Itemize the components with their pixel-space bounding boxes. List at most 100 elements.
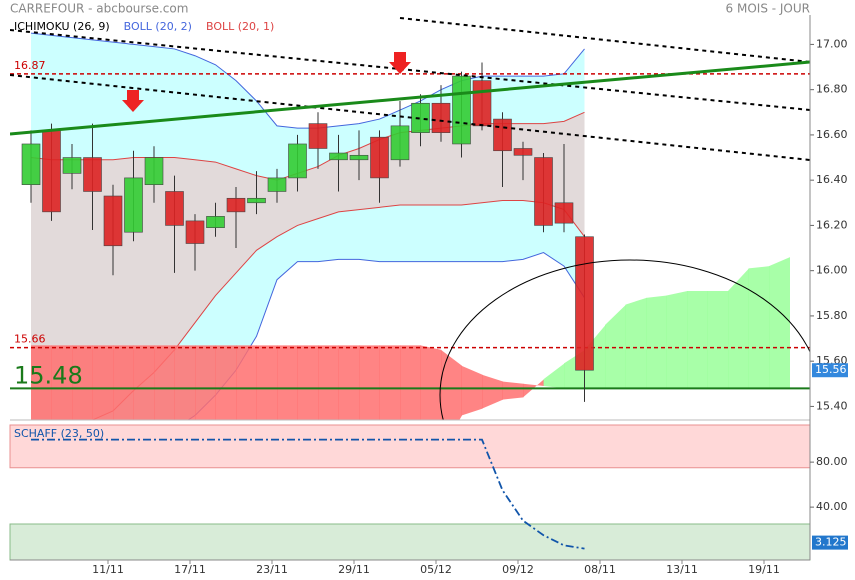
cloud <box>646 295 667 389</box>
candle-body <box>534 157 553 226</box>
cloud <box>400 345 421 420</box>
trend-line <box>10 29 810 111</box>
cloud <box>133 345 155 420</box>
y-tick-label: 16.20 <box>816 218 848 231</box>
cloud <box>195 345 216 420</box>
cloud <box>297 345 319 420</box>
cloud <box>379 345 401 420</box>
x-tick-label: 17/11 <box>174 563 206 576</box>
cloud <box>707 291 729 389</box>
drawings <box>10 17 810 420</box>
y-tick-label: 17.00 <box>816 37 848 50</box>
candle-body <box>185 220 205 244</box>
cloud <box>359 345 380 420</box>
cloud <box>441 349 462 420</box>
cloud <box>584 324 606 389</box>
candle-body <box>554 202 574 224</box>
legend: ICHIMOKU (26, 9) BOLL (20, 2) BOLL (20, 1) <box>14 20 274 33</box>
level-label: 15.48 <box>14 361 83 389</box>
cloud <box>72 345 93 420</box>
cloud <box>625 297 647 389</box>
y-tick-label: 15.40 <box>816 399 848 412</box>
x-tick-label: 11/11 <box>92 563 124 576</box>
band-upper <box>30 111 585 181</box>
y-tick-label: 80.00 <box>816 455 848 468</box>
candle-body <box>165 191 184 226</box>
cloud <box>92 345 114 420</box>
ellipse <box>439 259 810 420</box>
legend-entry: BOLL (20, 1) <box>206 20 274 33</box>
cloud <box>461 365 483 416</box>
x-tick-label: 19/11 <box>748 563 780 576</box>
price-tag <box>812 363 848 378</box>
overbought-zone <box>9 424 811 469</box>
trend-line <box>10 74 810 161</box>
candle-body <box>349 154 369 161</box>
candle-body <box>390 125 410 161</box>
cloud <box>543 363 565 389</box>
cloud <box>420 345 442 420</box>
candle-body <box>247 197 266 204</box>
cloud <box>502 381 524 400</box>
x-tick-label: 09/12 <box>502 563 534 576</box>
cloud <box>31 345 52 420</box>
candle-body <box>452 75 471 145</box>
candle-body <box>267 177 287 192</box>
cloud <box>338 345 360 420</box>
candle-body <box>308 123 328 149</box>
y-tick-label: 16.40 <box>816 173 848 186</box>
x-tick-label: 29/11 <box>338 563 370 576</box>
y-tick-label: 16.00 <box>816 264 848 277</box>
candle-body <box>370 136 389 179</box>
cloud <box>318 345 339 420</box>
schaff-panel <box>9 424 811 561</box>
candle-body <box>493 118 512 152</box>
candle-body <box>21 143 41 185</box>
x-tick-label: 13/11 <box>666 563 698 576</box>
cloud <box>523 379 544 398</box>
schaff-tag-label: 3.125 <box>815 536 847 549</box>
cloud <box>605 304 626 389</box>
cloud <box>215 345 237 420</box>
cloud <box>113 345 134 420</box>
y-tick-label: 40.00 <box>816 500 848 513</box>
candle-body <box>83 157 102 192</box>
candle-body <box>575 236 594 371</box>
candle-body <box>472 80 492 127</box>
schaff-line <box>31 438 585 550</box>
sell-arrow <box>389 52 411 74</box>
y-tick-label: 15.80 <box>816 309 848 322</box>
oversold-zone <box>9 523 811 561</box>
x-tick-label: 05/12 <box>420 563 452 576</box>
trend-line <box>399 17 810 63</box>
candle-body <box>206 216 225 228</box>
cloud <box>277 345 298 420</box>
cloud <box>482 374 503 409</box>
band-fill <box>31 112 585 420</box>
candle-body <box>288 143 307 179</box>
price-panel <box>10 32 810 420</box>
candle-body <box>431 102 451 133</box>
cloud <box>51 345 73 420</box>
cloud <box>236 345 257 420</box>
level-label: 15.66 <box>14 333 46 346</box>
cloud <box>174 345 196 420</box>
y-tick-label: 16.60 <box>816 128 848 141</box>
schaff-tag <box>812 535 848 550</box>
cloud <box>154 345 175 420</box>
candle-body <box>329 152 348 161</box>
level-label: 16.87 <box>14 59 46 72</box>
cloud <box>256 345 278 420</box>
band-upper <box>30 32 585 129</box>
sell-arrow <box>122 90 144 112</box>
y-tick-label: 16.80 <box>816 83 848 96</box>
candle-body <box>226 197 246 213</box>
chart-title: CARREFOUR - abcbourse.com <box>10 2 188 16</box>
candle-body <box>124 177 143 233</box>
cloud <box>728 268 749 389</box>
cloud <box>666 291 688 389</box>
legend-entry: ICHIMOKU (26, 9) <box>14 20 110 33</box>
axes: 17.0016.8016.6016.4016.2016.0015.8015.60… <box>10 15 848 576</box>
